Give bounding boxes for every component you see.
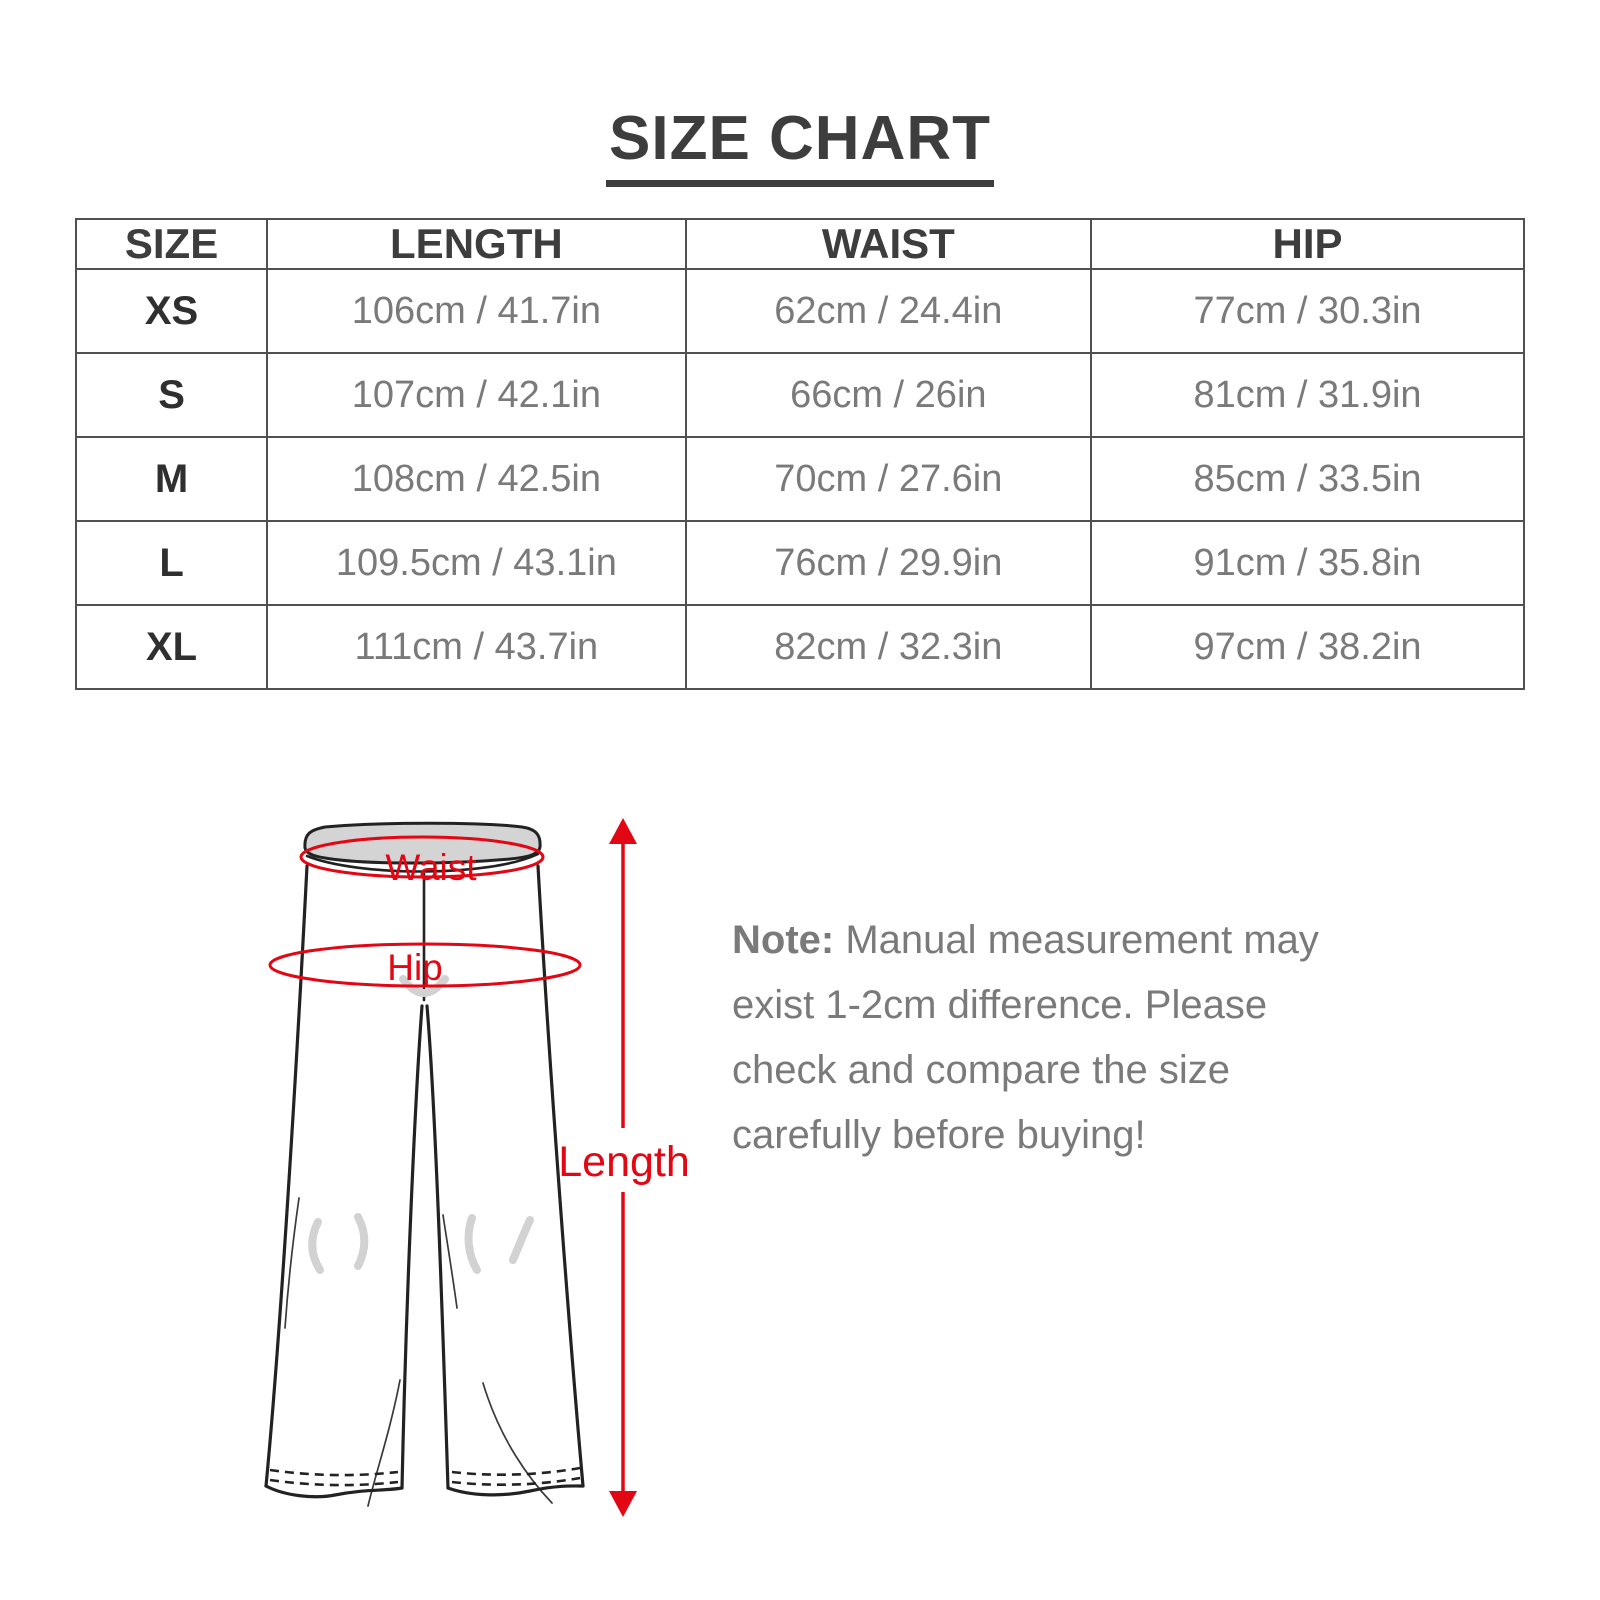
column-header-length: LENGTH [266, 218, 687, 270]
size-table: SIZE LENGTH WAIST HIP XS 106cm / 41.7in 62… [74, 218, 1525, 690]
right-leg-crease-b [482, 1382, 553, 1504]
table-row: S 107cm / 42.1in 66cm / 26in 81cm / 31.9in [74, 352, 1525, 438]
left-hem-stitch-top [269, 1468, 399, 1477]
length-label: Length [558, 1138, 690, 1186]
length-cell: 106cm / 41.7in [266, 268, 687, 354]
crotch-shadow [399, 975, 449, 997]
waist-cell: 82cm / 32.3in [684, 604, 1093, 690]
note-line: Note: Manual measurement may [732, 908, 1352, 973]
table-row: XL 111cm / 43.7in 82cm / 32.3in 97cm / 38.2… [74, 604, 1525, 690]
waist-cell: 66cm / 26in [684, 352, 1093, 438]
header-row: SIZE LENGTH WAIST HIP [74, 218, 1525, 270]
right-hem-edge [446, 1484, 585, 1497]
hip-cell: 85cm / 33.5in [1090, 436, 1525, 522]
left-leg-outer-line [264, 864, 309, 1488]
size-cell: XS [74, 268, 269, 354]
length-arrow-head-top [609, 818, 637, 844]
hip-cell: 91cm / 35.8in [1090, 520, 1525, 606]
right-leg-outer-line [536, 864, 585, 1488]
right-hem-stitch-top [451, 1466, 581, 1477]
length-cell: 109.5cm / 43.1in [266, 520, 687, 606]
waist-label: Waist [385, 847, 477, 888]
knee-shadow-right-b [509, 1216, 534, 1264]
size-table-body: XS 106cm / 41.7in 62cm / 24.4in 77cm / 30.3… [74, 268, 1525, 690]
right-leg-crease-a [442, 1214, 458, 1309]
size-cell: XL [74, 604, 269, 690]
length-arrow-head-bottom [609, 1491, 637, 1517]
length-cell: 111cm / 43.7in [266, 604, 687, 690]
right-leg-inner-line [425, 1004, 450, 1490]
note-line: check and compare the size [732, 1048, 1231, 1092]
table-row: L 109.5cm / 43.1in 76cm / 29.9in 91cm / 35.… [74, 520, 1525, 606]
left-hem-stitch-bottom [269, 1478, 399, 1487]
hip-cell: 81cm / 31.9in [1090, 352, 1525, 438]
knee-shadow-right-a [464, 1214, 481, 1274]
knee-shadow-left-b [354, 1213, 369, 1270]
page-title: SIZE CHART [606, 108, 994, 187]
pants-diagram: Waist Hip Length [264, 818, 690, 1517]
left-leg-inner-line [400, 1004, 424, 1490]
waist-cell: 70cm / 27.6in [684, 436, 1093, 522]
note-line-text: Manual measurement may [845, 918, 1319, 962]
left-leg-crease-b [367, 1379, 401, 1507]
length-cell: 108cm / 42.5in [266, 436, 687, 522]
hip-cell: 97cm / 38.2in [1090, 604, 1525, 690]
left-hem-edge [264, 1484, 404, 1499]
note-text: Note: Manual measurement may exist 1-2cm… [732, 908, 1352, 1168]
column-header-waist: WAIST [684, 218, 1093, 270]
waistband-shape [303, 821, 542, 865]
knee-shadow-left-a [308, 1218, 324, 1274]
hip-label: Hip [387, 947, 443, 988]
note-prefix: Note: [732, 918, 835, 962]
table-row: XS 106cm / 41.7in 62cm / 24.4in 77cm / 30.3… [74, 268, 1525, 354]
length-cell: 107cm / 42.1in [266, 352, 687, 438]
column-header-hip: HIP [1090, 218, 1525, 270]
right-hem-stitch-bottom [451, 1476, 581, 1487]
left-leg-crease-a [284, 1197, 300, 1329]
column-header-size: SIZE [74, 218, 269, 270]
note-line: carefully before buying! [732, 1113, 1146, 1157]
size-cell: S [74, 352, 269, 438]
hip-cell: 77cm / 30.3in [1090, 268, 1525, 354]
size-cell: L [74, 520, 269, 606]
size-cell: M [74, 436, 269, 522]
hip-ellipse [268, 942, 582, 988]
waistband-seam [305, 852, 540, 873]
table-row: M 108cm / 42.5in 70cm / 27.6in 85cm / 33.5i… [74, 436, 1525, 522]
note-line: exist 1-2cm difference. Please [732, 983, 1268, 1027]
waist-cell: 76cm / 29.9in [684, 520, 1093, 606]
waist-ellipse [299, 835, 545, 879]
waist-cell: 62cm / 24.4in [684, 268, 1093, 354]
